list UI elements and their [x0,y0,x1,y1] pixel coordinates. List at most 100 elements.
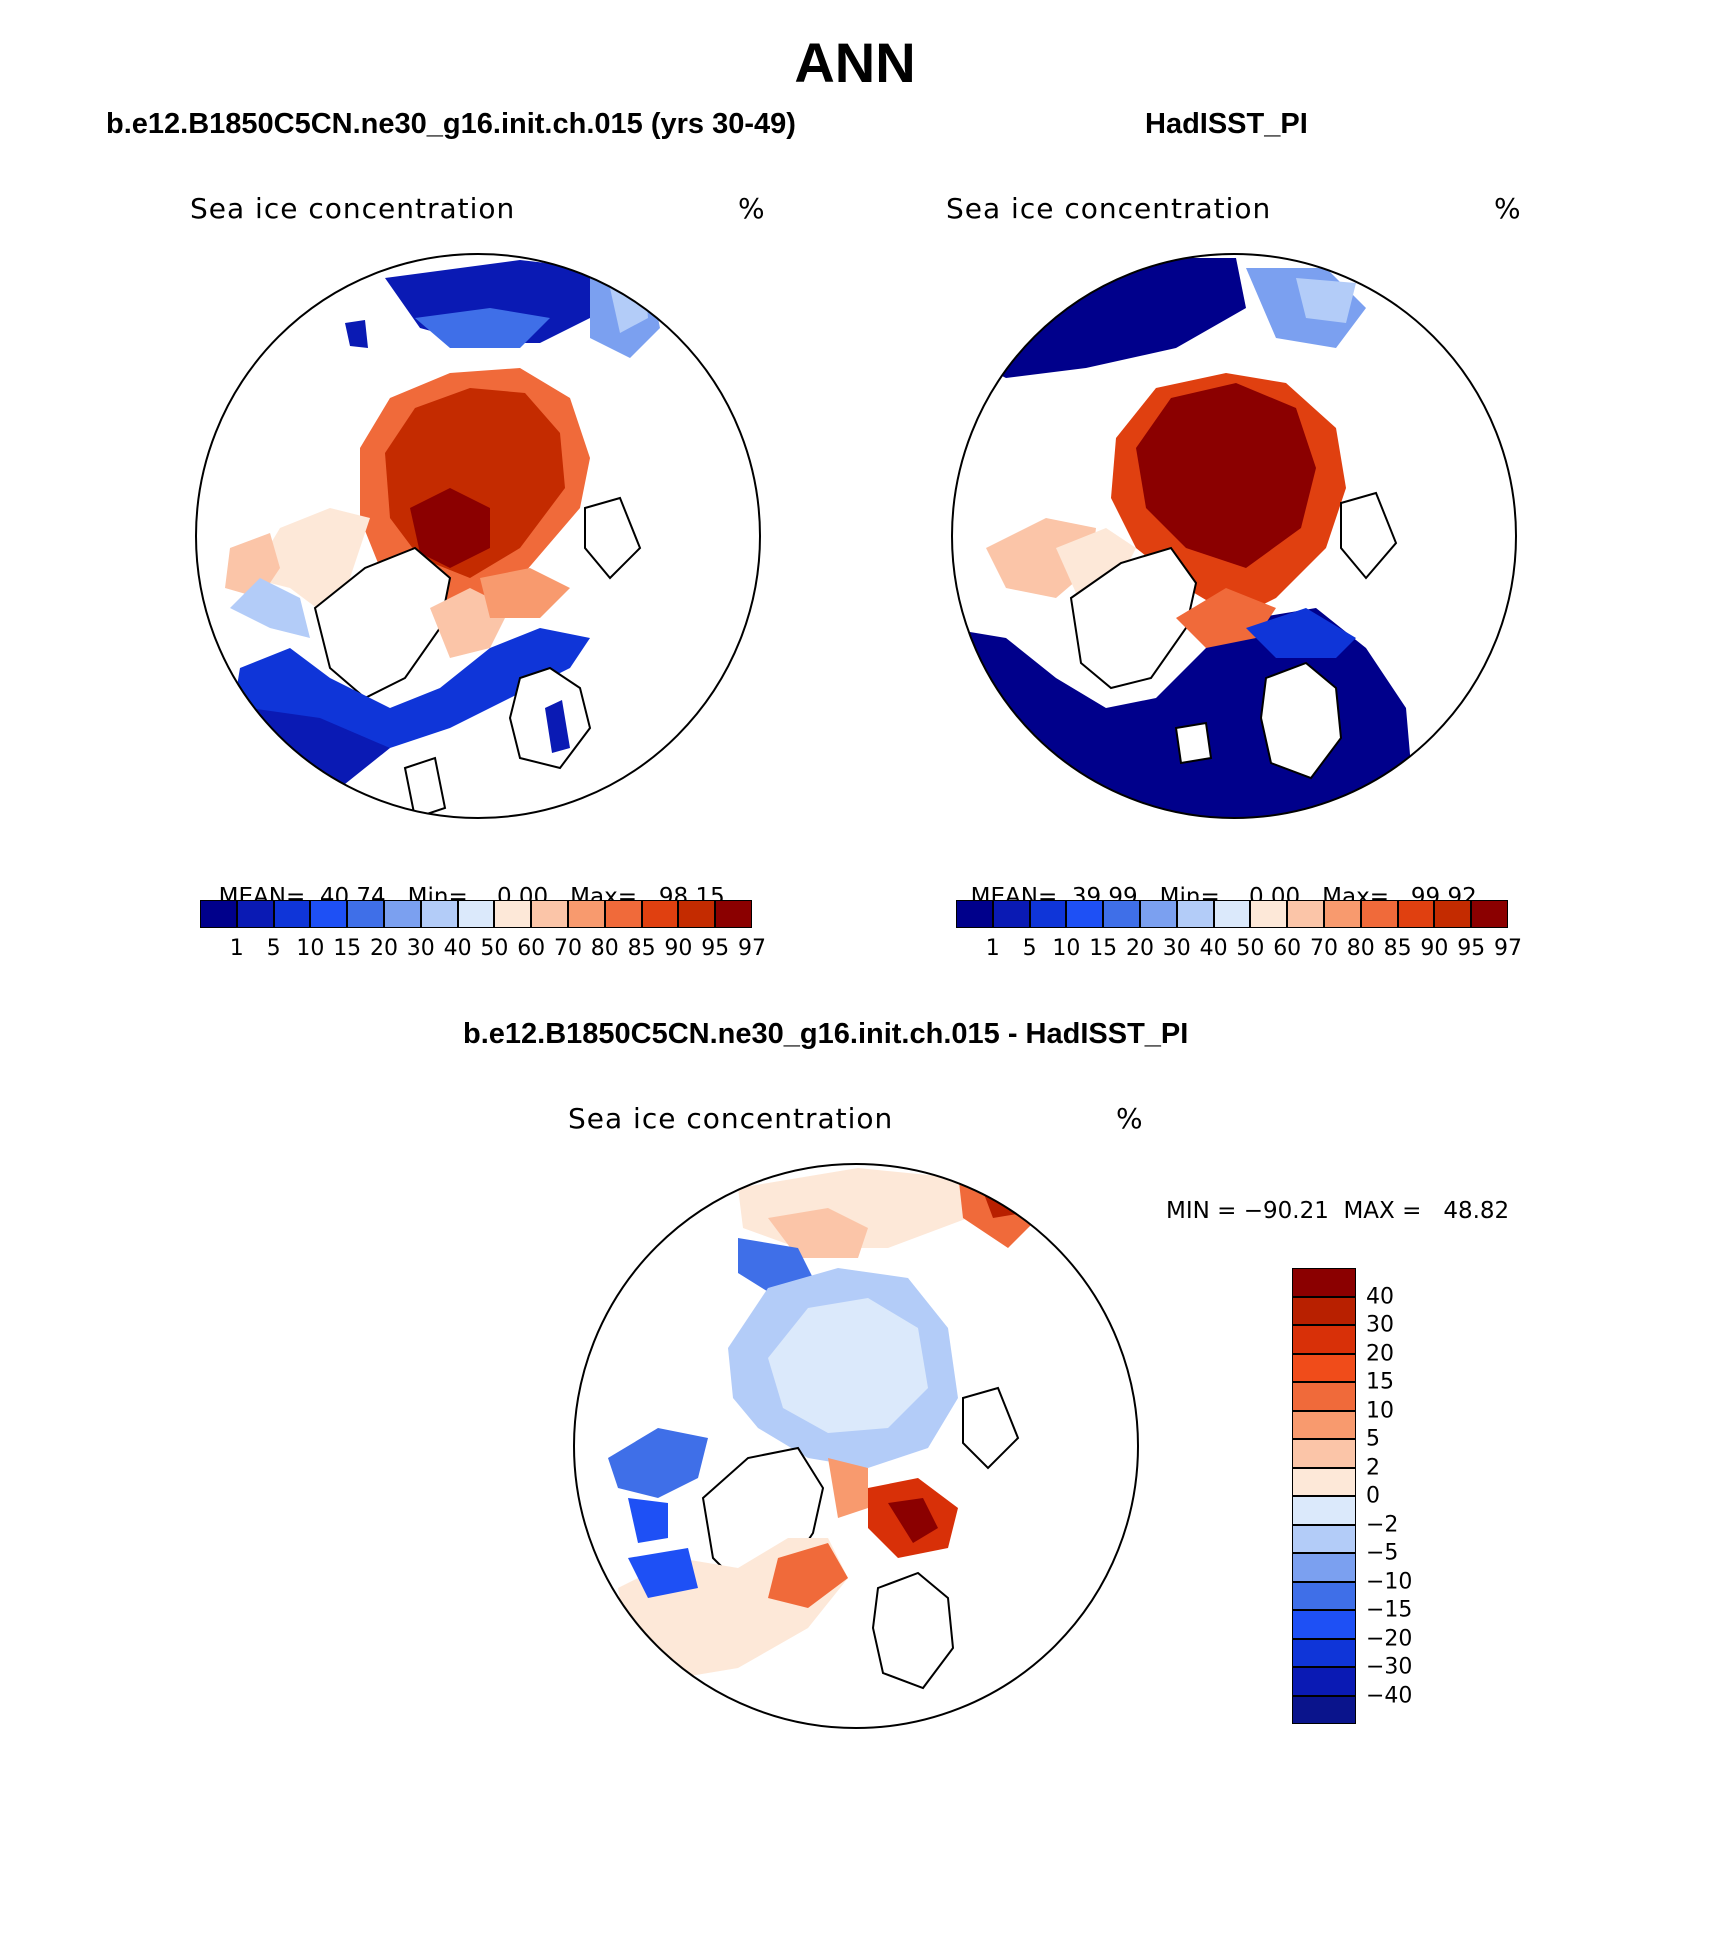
panel-1-colorbar-tick: 15 [333,936,362,961]
diff-colorbar-swatch [1292,1496,1356,1525]
diff-colorbar-tick: −10 [1366,1569,1413,1594]
panel-2-colorbar-swatch [992,900,1030,928]
panel-2-colorbar-tick: 15 [1089,936,1118,961]
panel-2-colorbar-swatch [1213,900,1251,928]
diff-colorbar-tick: 20 [1366,1341,1394,1366]
panel-1-colorbar-swatch [457,900,495,928]
panel-1-colorbar-tick: 10 [296,936,325,961]
diff-colorbar-tick: 0 [1366,1483,1380,1509]
diff-colorbar-tick: −5 [1366,1540,1399,1566]
diff-colorbar [1292,1268,1356,1724]
diff-colorbar-swatch [1292,1410,1356,1439]
diff-colorbar-swatch [1292,1325,1356,1354]
panel-1-colorbar-tick: 30 [406,936,435,961]
diff-colorbar-swatch [1292,1610,1356,1639]
panel-2-colorbar-swatch [1250,900,1288,928]
diff-minmax-label: MIN = −90.21 MAX = 48.82 [1166,1198,1510,1224]
panel-1-colorbar [200,900,752,928]
diff-colorbar-tick: −20 [1366,1626,1413,1651]
panel-2-colorbar [956,900,1508,928]
panel-1-colorbar-swatch [678,900,716,928]
diff-colorbar-tick: 40 [1366,1284,1394,1309]
panel-1-colorbar-swatch [384,900,421,928]
panel-1-colorbar-tick: 85 [627,936,656,961]
panel-1-colorbar-swatch [310,900,348,928]
panel-2-variable-label: Sea ice concentration [946,192,1272,225]
panel-1-colorbar-swatch [420,900,458,928]
panel-2-colorbar-tick: 20 [1126,936,1154,961]
panel-2-colorbar-tick: 50 [1236,936,1265,961]
main-title: ANN [794,31,916,94]
panel-1-title: b.e12.B1850C5CN.ne30_g16.init.ch.015 (yr… [106,108,796,140]
diff-colorbar-tick: −30 [1366,1654,1413,1680]
diff-unit-label: % [1116,1102,1143,1135]
panel-1-colorbar-swatch [715,900,752,928]
diff-panel-title: b.e12.B1850C5CN.ne30_g16.init.ch.015 - H… [463,1018,1189,1050]
panel-1-colorbar-swatch [236,900,274,928]
panel-2-colorbar-tick: 1 [985,936,1000,961]
panel-1-colorbar-tick: 50 [480,936,509,961]
diff-colorbar-tick: 10 [1366,1398,1394,1423]
diff-colorbar-swatch [1292,1268,1356,1297]
panel-2-colorbar-tick: 95 [1457,936,1486,961]
diff-colorbar-tick: −2 [1366,1512,1399,1537]
diff-colorbar-tick: −15 [1366,1597,1413,1623]
diff-colorbar-swatch [1292,1296,1356,1325]
panel-2-colorbar-swatch [956,900,993,928]
panel-2-colorbar-tick: 30 [1162,936,1191,961]
diff-colorbar-swatch [1292,1667,1356,1696]
panel-2-colorbar-swatch [1103,900,1140,928]
panel-1-colorbar-swatch [641,900,679,928]
panel-1-colorbar-tick: 40 [443,936,472,961]
panel-2-colorbar-swatch [1287,900,1324,928]
diff-polar-map [573,1163,1139,1729]
diff-colorbar-swatch [1292,1553,1356,1582]
panel-1-unit-label: % [738,192,765,225]
panel-1-colorbar-tick: 70 [554,936,582,961]
diff-colorbar-tick: −40 [1366,1683,1413,1708]
panel-2-colorbar-swatch [1471,900,1508,928]
diff-colorbar-swatch [1292,1353,1356,1382]
panel-1-variable-label: Sea ice concentration [190,192,516,225]
panel-1-colorbar-tick: 97 [738,936,766,961]
panel-1-colorbar-tick: 20 [370,936,398,961]
panel-2-colorbar-swatch [1176,900,1214,928]
panel-2-colorbar-swatch [1324,900,1361,928]
diff-colorbar-swatch [1292,1467,1356,1496]
diff-colorbar-tick: 30 [1366,1312,1394,1338]
panel-1-colorbar-tick: 95 [701,936,730,961]
panel-2-colorbar-tick: 80 [1346,936,1375,961]
panel-2-colorbar-tick: 5 [1022,936,1037,961]
diff-colorbar-swatch [1292,1638,1356,1667]
panel-1-colorbar-swatch [531,900,568,928]
panel-2-unit-label: % [1494,192,1521,225]
panel-2-colorbar-tick: 90 [1420,936,1449,961]
panel-1-colorbar-swatch [604,900,642,928]
diff-colorbar-tick: 5 [1366,1426,1380,1452]
panel-2-colorbar-swatch [1066,900,1104,928]
panel-1-polar-map [195,253,761,819]
panel-2-colorbar-tick: 10 [1052,936,1081,961]
panel-2-colorbar-swatch [1397,900,1435,928]
panel-1-colorbar-tick: 60 [517,936,546,961]
panel-1-colorbar-tick: 90 [664,936,693,961]
panel-2-colorbar-swatch [1360,900,1398,928]
panel-1-colorbar-ticks: 1 5 10 15 20 30 40 50 60 70 80 85 90 95 97 [200,936,766,966]
panel-2-colorbar-swatch [1029,900,1067,928]
diff-colorbar-swatch [1292,1439,1356,1468]
panel-1-colorbar-swatch [568,900,605,928]
panel-2-colorbar-tick: 85 [1383,936,1412,961]
panel-2-title: HadISST_PI [1145,108,1308,140]
panel-1-colorbar-tick: 1 [229,936,244,961]
diff-colorbar-swatch [1292,1524,1356,1553]
panel-2-polar-map [951,253,1517,819]
panel-1-colorbar-tick: 5 [266,936,281,961]
diff-colorbar-tick: 15 [1366,1369,1394,1395]
diff-colorbar-swatch [1292,1695,1356,1724]
panel-2-colorbar-tick: 60 [1273,936,1302,961]
panel-2-colorbar-tick: 97 [1494,936,1522,961]
panel-2-colorbar-tick: 70 [1310,936,1338,961]
diff-colorbar-swatch [1292,1581,1356,1610]
diff-variable-label: Sea ice concentration [568,1102,894,1135]
diff-colorbar-ticks: 40 30 20 15 10 5 2 0 −2 −5 −10 −15 −20 −30 −40 [1366,1268,1486,1724]
